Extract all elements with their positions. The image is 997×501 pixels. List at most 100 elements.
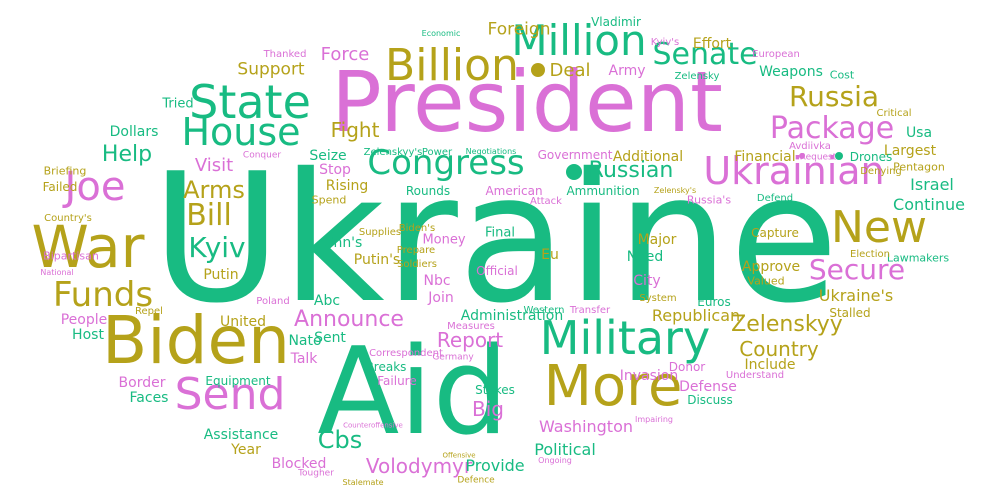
word-economic: Economic [421, 29, 461, 38]
word-briefing: Briefing [43, 164, 87, 178]
word-pentagon: Pentagon [893, 160, 945, 174]
word-israel: Israel [910, 175, 954, 194]
word-new: New [831, 202, 927, 253]
word-major: Major [637, 232, 677, 248]
word-president: President [331, 53, 723, 151]
word-approve: Approve [741, 259, 801, 275]
word-visit: Visit [194, 155, 234, 176]
word-capture: Capture [751, 226, 799, 240]
word-zelensky-s: Zelensky's [653, 186, 697, 195]
word-defence: Defence [457, 475, 495, 486]
word-state: State [189, 75, 311, 129]
word-donor: Donor [668, 360, 706, 374]
word-support: Support [237, 59, 305, 80]
word-negotiations: Negotiations [465, 147, 517, 156]
word-failed: Failed [42, 180, 78, 194]
word-american: American [485, 184, 543, 198]
word-stop: Stop [319, 162, 351, 178]
word-zelensky: Zelensky [674, 71, 720, 82]
word-city: City [633, 273, 661, 289]
word-package: Package [769, 111, 895, 146]
word-breaks: Breaks [365, 360, 407, 374]
word-valued: Valued [747, 274, 785, 288]
word-blocked: Blocked [271, 456, 327, 472]
word-euros: Euros [697, 295, 731, 309]
word-ukrainian: Ukrainian [703, 149, 885, 193]
word-big: Big [472, 397, 504, 421]
word-fight: Fight [330, 118, 380, 142]
word-volodymyr: Volodymyr [365, 454, 473, 478]
word-eu: Eu [541, 247, 559, 263]
word-kyiv-s: Kyiv's [650, 37, 680, 48]
word-rising: Rising [325, 178, 369, 194]
word-ongoing: Ongoing [538, 456, 572, 465]
word-invasion: Invasion [619, 368, 679, 384]
word-defend: Defend [756, 193, 794, 204]
word-largest: Largest [883, 143, 937, 159]
word-bill: Bill [186, 198, 232, 233]
word-soldiers: Soldiers [397, 259, 437, 270]
word-nbc: Nbc [423, 273, 451, 289]
word-equipment: Equipment [205, 374, 271, 388]
dot-mark [531, 63, 545, 77]
word-report: Report [436, 328, 504, 352]
word-people: People [60, 312, 108, 328]
word-impairing: Impairing [634, 415, 674, 424]
word-ukraine-s: Ukraine's [818, 286, 894, 305]
word-ukraine: Ukraine [151, 135, 839, 342]
word-more: More [543, 354, 683, 419]
word-war: War [31, 213, 145, 281]
word-political: Political [534, 440, 596, 459]
word-republican: Republican [651, 306, 741, 325]
word-force: Force [320, 44, 370, 65]
word-seize: Seize [309, 148, 347, 164]
word-joe: Joe [64, 164, 126, 210]
word-lawmakers: Lawmakers [886, 251, 950, 265]
word-final: Final [485, 225, 515, 241]
dot-mark [566, 164, 582, 180]
word-discuss: Discuss [687, 393, 733, 407]
word-thanked: Thanked [263, 49, 307, 60]
word-effort: Effort [692, 36, 732, 52]
word-nato: Nato [288, 333, 322, 349]
word-supplies: Supplies [358, 227, 402, 238]
word-government: Government [537, 148, 613, 162]
word-abc: Abc [313, 293, 341, 309]
word-ammunition: Ammunition [566, 184, 640, 198]
word-dollars: Dollars [109, 124, 159, 140]
word-additional: Additional [612, 149, 684, 165]
word-army: Army [608, 63, 646, 79]
word-stalemate: Stalemate [342, 478, 384, 487]
word-assistance: Assistance [203, 427, 279, 443]
word-national: National [40, 268, 74, 277]
word-offensive: Offensive [442, 451, 476, 460]
word-defense: Defense [679, 379, 737, 395]
word-provide: Provide [465, 456, 525, 475]
word-help: Help [101, 142, 153, 167]
word-cnn-s: Cnn's [323, 235, 363, 251]
word-russia: Russia [788, 80, 880, 113]
word-understand: Understand [725, 370, 785, 381]
word-stalled: Stalled [829, 306, 871, 320]
word-military: Military [539, 311, 711, 365]
word-faces: Faces [129, 390, 169, 406]
word-prepare: Prepare [396, 245, 436, 256]
word-continue: Continue [893, 195, 965, 214]
word-administration: Administration [460, 308, 564, 324]
word-kyiv: Kyiv [188, 231, 246, 264]
word-election: Election [850, 249, 890, 260]
word-announce: Announce [294, 307, 404, 332]
word-year: Year [231, 442, 261, 458]
word-spend: Spend [311, 193, 347, 207]
word-drones: Drones [849, 150, 893, 164]
word-tried: Tried [162, 96, 194, 112]
word-border: Border [118, 375, 166, 391]
word-russia-s: Russia's [686, 193, 732, 207]
word-putin-s: Putin's [353, 252, 401, 268]
word-host: Host [72, 327, 104, 343]
word-senate: Senate [652, 37, 758, 72]
word-germany: Germany [432, 352, 474, 363]
word-usa: Usa [905, 125, 933, 141]
word-include: Include [744, 357, 796, 373]
